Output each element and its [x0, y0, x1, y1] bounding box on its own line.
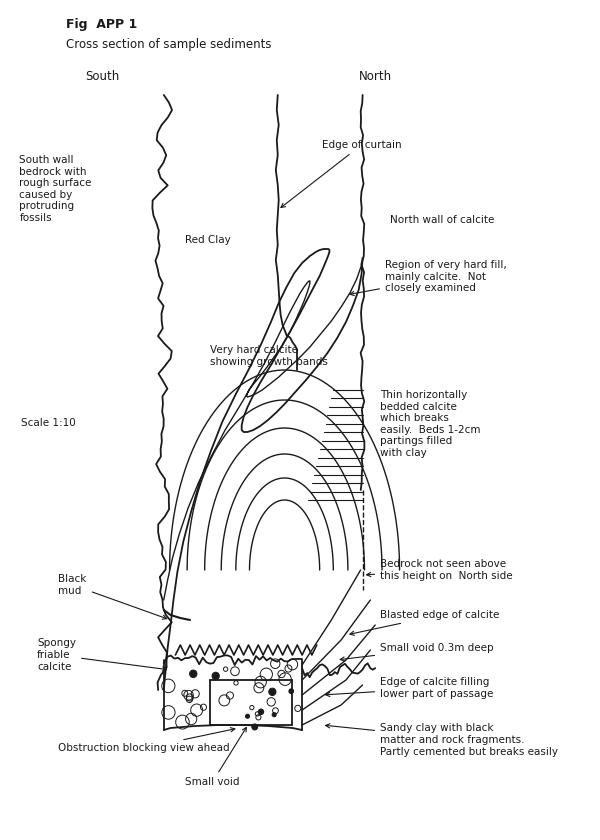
Text: Very hard calcite
showing growth bands: Very hard calcite showing growth bands: [209, 345, 328, 366]
Text: North: North: [359, 70, 392, 83]
Circle shape: [269, 688, 276, 696]
Circle shape: [289, 689, 293, 694]
Circle shape: [212, 672, 220, 680]
Text: Fig  APP 1: Fig APP 1: [66, 18, 137, 31]
Text: North wall of calcite: North wall of calcite: [390, 215, 494, 225]
Circle shape: [245, 714, 250, 718]
Text: South: South: [85, 70, 119, 83]
Text: Bedrock not seen above
this height on  North side: Bedrock not seen above this height on No…: [367, 559, 513, 580]
Circle shape: [258, 709, 263, 715]
Text: Blasted edge of calcite: Blasted edge of calcite: [350, 610, 499, 635]
Text: Small void: Small void: [185, 727, 247, 787]
Text: Small void 0.3m deep: Small void 0.3m deep: [340, 643, 494, 661]
Circle shape: [272, 712, 276, 717]
Text: Spongy
friable
calcite: Spongy friable calcite: [37, 638, 167, 672]
Text: Region of very hard fill,
mainly calcite.  Not
closely examined: Region of very hard fill, mainly calcite…: [350, 260, 507, 296]
Text: Thin horizontally
bedded calcite
which breaks
easily.  Beds 1-2cm
partings fille: Thin horizontally bedded calcite which b…: [380, 390, 481, 458]
Text: Obstruction blocking view ahead: Obstruction blocking view ahead: [58, 727, 235, 753]
Text: Scale 1:10: Scale 1:10: [22, 418, 76, 428]
Text: Edge of curtain: Edge of curtain: [281, 140, 401, 207]
Text: Edge of calcite filling
lower part of passage: Edge of calcite filling lower part of pa…: [326, 677, 493, 699]
Circle shape: [252, 724, 257, 730]
Circle shape: [190, 670, 197, 678]
Text: Sandy clay with black
matter and rock fragments.
Partly cemented but breaks easi: Sandy clay with black matter and rock fr…: [326, 723, 558, 757]
Text: Black
mud: Black mud: [58, 575, 167, 619]
Text: Cross section of sample sediments: Cross section of sample sediments: [66, 38, 272, 51]
Text: Red Clay: Red Clay: [185, 235, 231, 245]
Text: South wall
bedrock with
rough surface
caused by
protruding
fossils: South wall bedrock with rough surface ca…: [19, 155, 92, 223]
